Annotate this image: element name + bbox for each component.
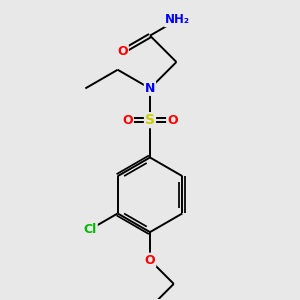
Text: Cl: Cl [84, 223, 97, 236]
Text: NH₂: NH₂ [165, 13, 190, 26]
Text: O: O [117, 45, 128, 58]
Text: O: O [122, 114, 133, 127]
Text: O: O [167, 114, 178, 127]
Text: N: N [145, 82, 155, 95]
Text: O: O [145, 254, 155, 267]
Text: S: S [145, 113, 155, 127]
